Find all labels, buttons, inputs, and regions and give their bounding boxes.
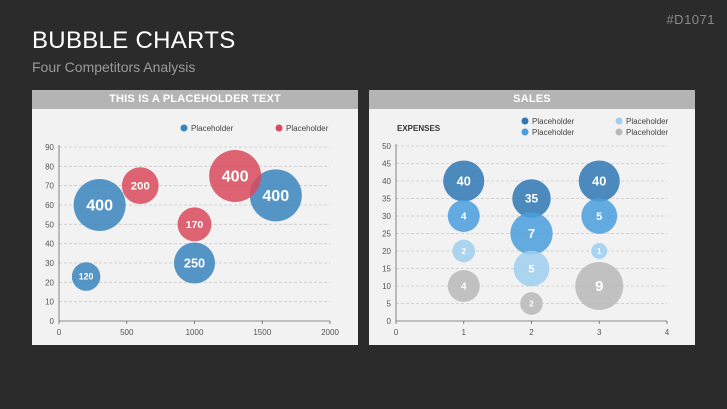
bubble (578, 160, 620, 202)
legend-label: Placeholder (532, 128, 575, 137)
bubble-label: 2 (529, 299, 534, 308)
bubble-label: 4 (461, 281, 467, 292)
slide-title: BUBBLE CHARTS (32, 27, 236, 54)
y-tick-label: 40 (45, 240, 54, 249)
y-axis-label: EXPENSES (397, 124, 441, 133)
bubble (510, 212, 553, 255)
y-tick-label: 10 (382, 282, 391, 291)
bubble (512, 179, 551, 218)
bubble (575, 262, 624, 310)
legend-marker (275, 124, 283, 132)
bubble-label: 2 (462, 247, 467, 256)
y-tick-label: 60 (45, 201, 54, 210)
bubble-label: 400 (86, 197, 113, 215)
bubble (73, 179, 126, 231)
bubble-label: 9 (595, 279, 603, 295)
left-chart-panel: THIS IS A PLACEHOLDER TEXT 0 10 20 30 40 50 60… (32, 90, 358, 345)
legend-marker (180, 124, 188, 132)
x-tick-label: 4 (665, 328, 670, 337)
right-chart-title: SALES (369, 90, 695, 109)
y-tick-label: 10 (45, 298, 54, 307)
y-tick-label: 45 (382, 160, 391, 169)
x-tick-label: 500 (120, 328, 134, 337)
y-tick-label: 20 (382, 247, 391, 256)
bubble (71, 262, 101, 291)
bubble (513, 250, 550, 287)
legend-label: Placeholder (191, 124, 234, 133)
bubble-label: 4 (461, 211, 467, 222)
x-tick-label: 2000 (321, 328, 339, 337)
legend-label: Placeholder (286, 124, 329, 133)
bubble (591, 243, 608, 259)
y-tick-label: 40 (382, 177, 391, 186)
legend-marker (521, 117, 529, 125)
bubble-label: 35 (525, 192, 539, 206)
y-tick-label: 5 (387, 300, 392, 309)
bubble (121, 167, 159, 205)
bubble (581, 198, 618, 234)
legend-marker (521, 128, 529, 136)
x-tick-label: 3 (597, 328, 602, 337)
left-bubble-chart: 0 10 20 30 40 50 60 70 80 90 0 500 1000 1500 2000 Place… (45, 124, 339, 337)
bubble (209, 150, 262, 202)
bubble-label: 120 (79, 272, 94, 282)
y-tick-label: 50 (45, 220, 54, 229)
bubble (249, 169, 302, 222)
bubble-label: 400 (262, 187, 289, 205)
bubble (447, 270, 480, 302)
y-tick-label: 50 (382, 142, 391, 151)
bubble-label: 5 (596, 211, 602, 223)
y-tick-label: 0 (50, 317, 55, 326)
y-tick-label: 15 (382, 265, 391, 274)
y-tick-label: 35 (382, 195, 391, 204)
bubble-label: 5 (528, 263, 534, 275)
bubble (177, 207, 212, 242)
slide-id-tag: #D1071 (666, 12, 715, 27)
legend-label: Placeholder (626, 128, 669, 137)
bubble-label: 170 (186, 219, 204, 231)
y-tick-label: 80 (45, 162, 54, 171)
y-tick-label: 30 (45, 259, 54, 268)
bubble (443, 160, 485, 202)
bubble-label: 400 (222, 168, 249, 186)
x-tick-label: 1 (462, 328, 467, 337)
left-chart-title: THIS IS A PLACEHOLDER TEXT (32, 90, 358, 109)
bubble-label: 1 (597, 247, 602, 256)
x-tick-label: 0 (57, 328, 62, 337)
bubble-label: 250 (184, 255, 205, 270)
legend-label: Placeholder (626, 117, 669, 126)
y-tick-label: 70 (45, 182, 54, 191)
y-tick-label: 0 (387, 317, 392, 326)
y-tick-label: 90 (45, 143, 54, 152)
y-tick-label: 30 (382, 212, 391, 221)
bubble (520, 292, 543, 315)
legend-marker (615, 128, 623, 136)
legend-label: Placeholder (532, 117, 575, 126)
bubble-label: 200 (131, 181, 150, 193)
right-chart-panel: SALES 0 5 10 15 20 25 30 35 40 45 50 0 1 2 3 4 EXPENSES P… (369, 90, 695, 345)
x-tick-label: 1000 (186, 328, 204, 337)
y-tick-label: 25 (382, 230, 391, 239)
bubble (447, 200, 480, 232)
x-tick-label: 1500 (253, 328, 271, 337)
bubble (452, 239, 476, 263)
x-tick-label: 2 (529, 328, 534, 337)
bubble-label: 7 (528, 226, 535, 241)
y-tick-label: 20 (45, 278, 54, 287)
bubble (173, 242, 216, 284)
x-tick-label: 0 (394, 328, 399, 337)
bubble-label: 40 (592, 173, 606, 188)
bubble-label: 40 (457, 173, 471, 188)
slide-subtitle: Four Competitors Analysis (32, 59, 196, 75)
legend-marker (615, 117, 623, 125)
